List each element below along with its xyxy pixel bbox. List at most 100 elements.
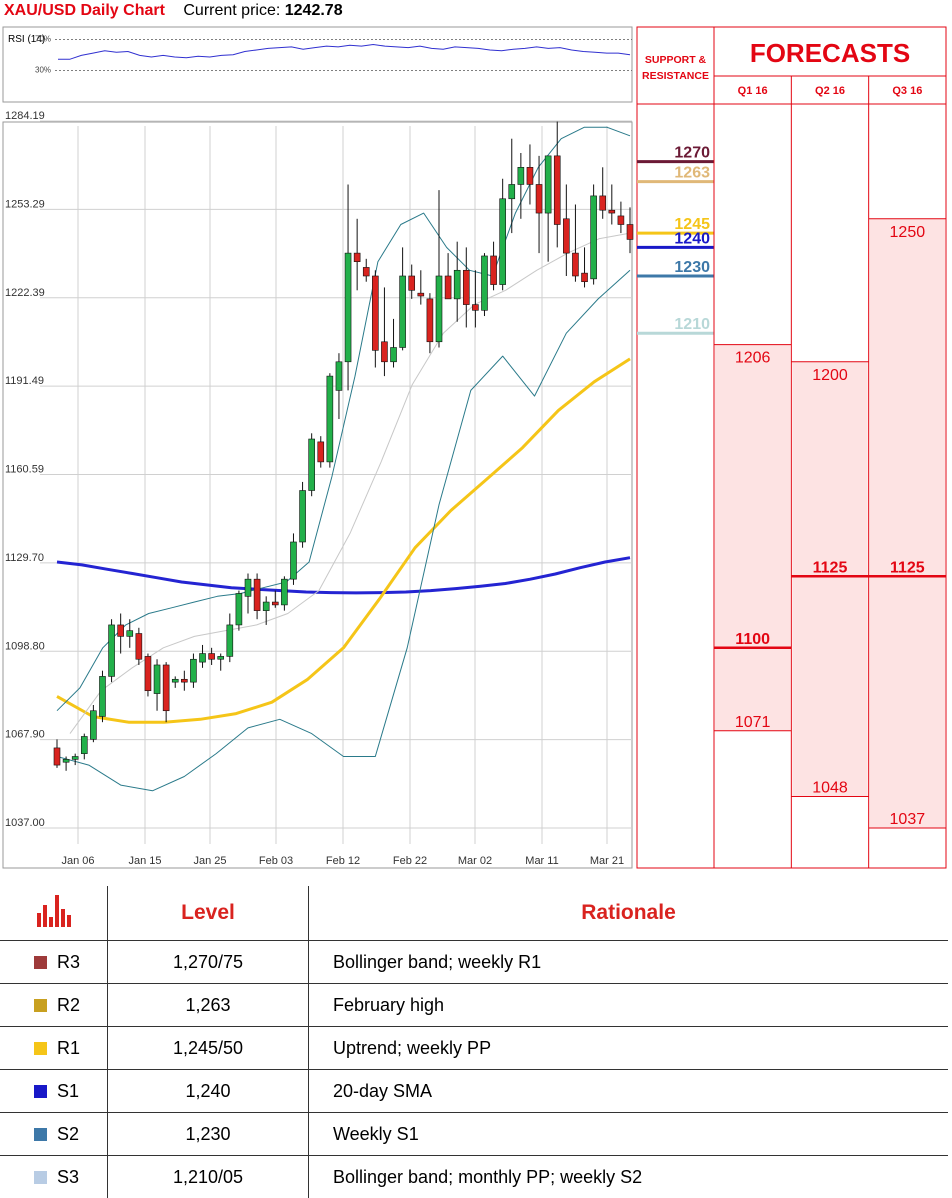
- level-color-swatch: [34, 956, 47, 969]
- level-name: R1: [57, 1038, 80, 1058]
- level-name-cell: R3: [0, 941, 108, 984]
- level-name-cell: R1: [0, 1027, 108, 1070]
- level-value: 1,263: [108, 984, 309, 1027]
- forecast-range-bar: [792, 362, 867, 797]
- candle-body: [336, 362, 342, 391]
- level-name-cell: S1: [0, 1070, 108, 1113]
- candle-body: [200, 654, 206, 663]
- candle-body: [90, 711, 96, 740]
- level-header: Level: [108, 886, 309, 941]
- level-value: 1,240: [108, 1070, 309, 1113]
- candle: [145, 654, 151, 697]
- level-name-cell: R2: [0, 984, 108, 1027]
- level-name: S1: [57, 1081, 79, 1101]
- candle-body: [454, 270, 460, 299]
- candle-body: [99, 676, 105, 716]
- y-tick-label: 1222.39: [5, 287, 45, 299]
- rsi-tick-label: 70%: [35, 34, 51, 43]
- candle-body: [172, 679, 178, 682]
- level-rationale: Uptrend; weekly PP: [309, 1027, 949, 1070]
- sr-level-label: 1270: [674, 145, 710, 162]
- candle-body: [554, 156, 560, 225]
- level-color-swatch: [34, 1128, 47, 1141]
- y-tick-label: 1129.70: [5, 552, 44, 564]
- x-tick-label: Mar 11: [525, 855, 558, 867]
- level-value: 1,210/05: [108, 1156, 309, 1198]
- level-name: R2: [57, 995, 80, 1015]
- sr-title-line1: SUPPORT &: [645, 54, 707, 66]
- main-chart-frame: [3, 122, 632, 868]
- forecast-low-label: 1071: [735, 714, 771, 731]
- y-tick-label: 1160.59: [5, 464, 44, 476]
- y-tick-label: 1037.00: [5, 817, 45, 829]
- level-rationale: February high: [309, 984, 949, 1027]
- candle: [99, 671, 105, 722]
- level-name-cell: S2: [0, 1113, 108, 1156]
- forecast-avg-label: 1125: [813, 559, 848, 576]
- candle-body: [309, 439, 315, 490]
- candle-body: [472, 305, 478, 311]
- candle-body: [218, 656, 224, 659]
- candle-body: [345, 253, 351, 362]
- forecast-avg-label: 1125: [890, 559, 925, 576]
- candle-body: [145, 656, 151, 690]
- y-tick-label: 1191.49: [5, 375, 44, 387]
- candle: [309, 433, 315, 496]
- candle-body: [618, 216, 624, 225]
- candle: [300, 482, 306, 548]
- candle-body: [163, 665, 169, 711]
- x-tick-label: Feb 22: [393, 855, 427, 867]
- chart-svg: RSI (14)70%30%1284.191253.291222.391191.…: [0, 0, 952, 880]
- candle-body: [582, 273, 588, 282]
- y-tick-label: 1253.29: [5, 198, 45, 210]
- candle-body: [254, 579, 260, 610]
- candle-body: [445, 276, 451, 299]
- candle-body: [391, 347, 397, 361]
- candle-body: [136, 634, 142, 660]
- candle-body: [227, 625, 233, 656]
- candle-body: [572, 253, 578, 276]
- candle-body: [263, 602, 269, 611]
- candle-body: [354, 253, 360, 262]
- level-color-swatch: [34, 1042, 47, 1055]
- x-tick-label: Jan 15: [128, 855, 161, 867]
- forecast-quarter-label: Q1 16: [738, 85, 768, 97]
- sr-level-label: 1230: [674, 259, 710, 276]
- candle-body: [536, 184, 542, 213]
- candle-body: [245, 579, 251, 596]
- candle-body: [63, 759, 69, 762]
- level-color-swatch: [34, 1171, 47, 1184]
- candle-body: [409, 276, 415, 290]
- candle-body: [491, 256, 497, 285]
- candle-body: [609, 210, 615, 213]
- x-tick-label: Jan 25: [193, 855, 226, 867]
- candle-body: [290, 542, 296, 579]
- candle-body: [509, 184, 515, 198]
- candle: [136, 628, 142, 665]
- candle: [109, 619, 115, 682]
- candle-body: [81, 736, 87, 753]
- candle-body: [54, 748, 60, 765]
- candle-body: [300, 491, 306, 542]
- rsi-tick-label: 30%: [35, 66, 51, 75]
- candle-body: [481, 256, 487, 310]
- candle-body: [527, 167, 533, 184]
- candle-body: [72, 756, 78, 759]
- candle-body: [545, 156, 551, 213]
- sr-level-label: 1263: [674, 165, 710, 182]
- y-tick-label: 1284.19: [5, 110, 45, 122]
- candle-body: [427, 299, 433, 342]
- candle-body: [127, 631, 133, 637]
- level-rationale: Weekly S1: [309, 1113, 949, 1156]
- forecast-high-label: 1250: [890, 224, 926, 241]
- candle-body: [591, 196, 597, 279]
- candle: [90, 705, 96, 742]
- level-name-cell: S3: [0, 1156, 108, 1198]
- candle: [591, 184, 597, 284]
- candle-body: [463, 270, 469, 304]
- y-tick-label: 1098.80: [5, 640, 45, 652]
